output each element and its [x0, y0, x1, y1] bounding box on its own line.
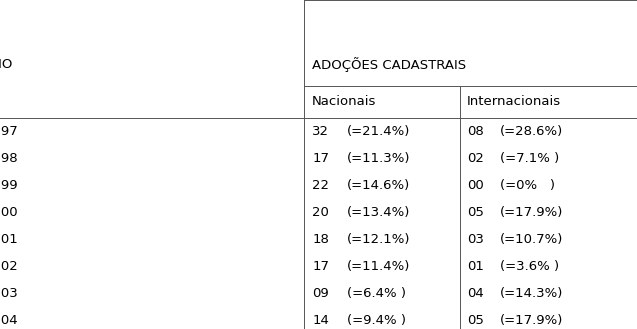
Text: 2000: 2000: [0, 206, 18, 219]
Text: 08: 08: [467, 125, 483, 139]
Text: (=11.4%): (=11.4%): [347, 260, 410, 273]
Text: 18: 18: [312, 233, 329, 246]
Text: (=7.1% ): (=7.1% ): [500, 152, 559, 165]
Text: 02: 02: [467, 152, 483, 165]
Text: 2002: 2002: [0, 260, 18, 273]
Text: (=14.6%): (=14.6%): [347, 179, 410, 192]
Text: (=0%   ): (=0% ): [500, 179, 555, 192]
Text: 1999: 1999: [0, 179, 18, 192]
Text: 05: 05: [467, 314, 483, 327]
Text: 01: 01: [467, 260, 483, 273]
Text: (=6.4% ): (=6.4% ): [347, 287, 406, 300]
Text: ADOÇÕES CADASTRAIS: ADOÇÕES CADASTRAIS: [312, 57, 466, 72]
Text: (=11.3%): (=11.3%): [347, 152, 411, 165]
Text: 20: 20: [312, 206, 329, 219]
Text: Nacionais: Nacionais: [312, 95, 376, 109]
Text: (=9.4% ): (=9.4% ): [347, 314, 406, 327]
Text: Internacionais: Internacionais: [467, 95, 561, 109]
Text: (=17.9%): (=17.9%): [500, 314, 563, 327]
Text: 2001: 2001: [0, 233, 18, 246]
Text: 17: 17: [312, 260, 329, 273]
Text: 32: 32: [312, 125, 329, 139]
Text: (=10.7%): (=10.7%): [500, 233, 563, 246]
Text: (=12.1%): (=12.1%): [347, 233, 411, 246]
Text: 2004: 2004: [0, 314, 18, 327]
Text: (=17.9%): (=17.9%): [500, 206, 563, 219]
Text: 17: 17: [312, 152, 329, 165]
Text: 00: 00: [467, 179, 483, 192]
Text: 1998: 1998: [0, 152, 18, 165]
Text: 22: 22: [312, 179, 329, 192]
Text: ANO: ANO: [0, 58, 13, 71]
Text: 03: 03: [467, 233, 483, 246]
Text: (=14.3%): (=14.3%): [500, 287, 563, 300]
Text: 1997: 1997: [0, 125, 18, 139]
Text: 05: 05: [467, 206, 483, 219]
Text: (=28.6%): (=28.6%): [500, 125, 563, 139]
Text: (=13.4%): (=13.4%): [347, 206, 410, 219]
Text: 09: 09: [312, 287, 329, 300]
Text: 2003: 2003: [0, 287, 18, 300]
Text: 14: 14: [312, 314, 329, 327]
Text: (=3.6% ): (=3.6% ): [500, 260, 559, 273]
Text: 04: 04: [467, 287, 483, 300]
Text: (=21.4%): (=21.4%): [347, 125, 410, 139]
